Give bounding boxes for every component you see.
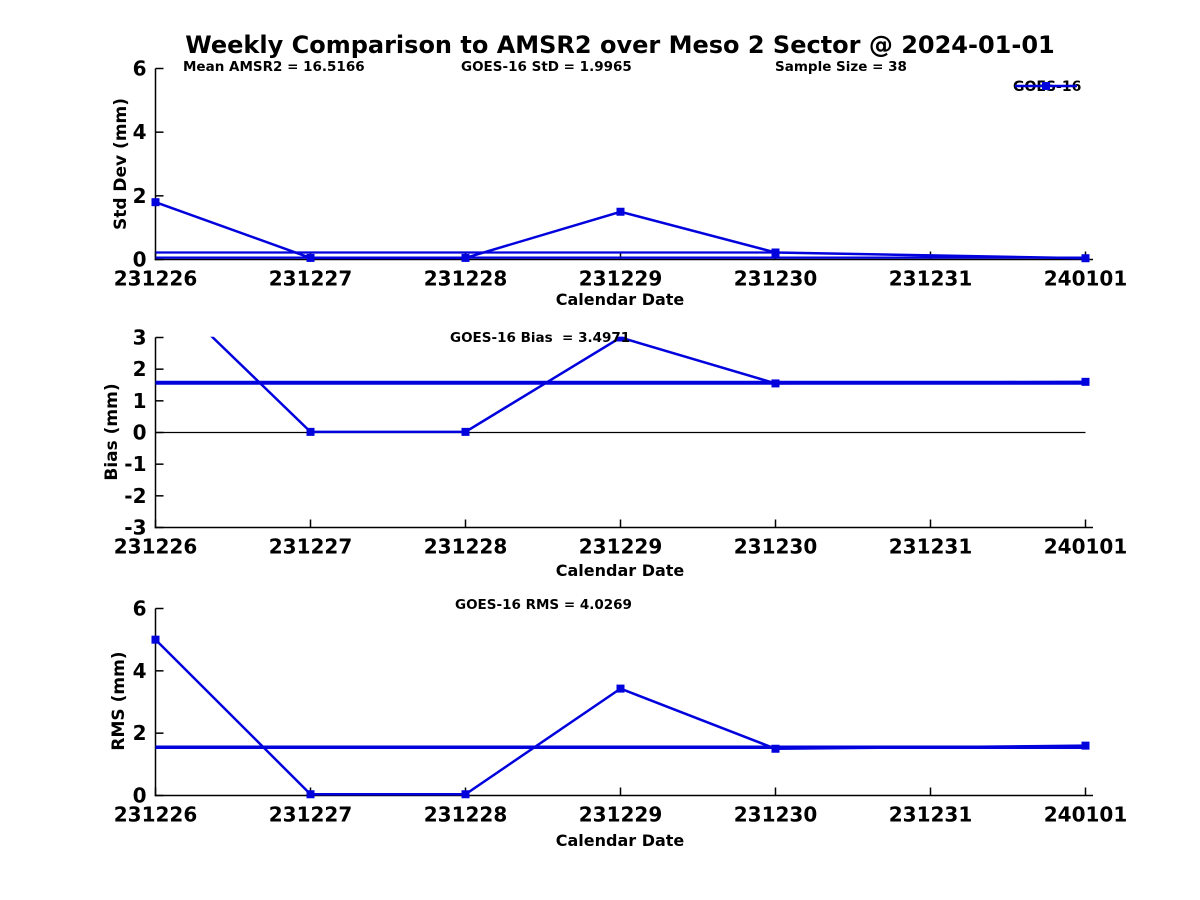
y-tick-label: 2 <box>133 721 147 745</box>
y-tick-label: 0 <box>133 784 147 808</box>
data-point-marker <box>771 248 780 257</box>
y-tick-label: 6 <box>133 597 147 621</box>
data-point-marker <box>771 744 780 753</box>
data-point-marker <box>1081 377 1090 386</box>
data-point-marker <box>306 427 315 436</box>
data-point-marker <box>461 253 470 262</box>
y-tick-label: 0 <box>133 248 147 272</box>
x-tick-label: 240101 <box>1044 267 1128 291</box>
annotation-goes-bias: GOES-16 Bias = 3.4971 <box>450 330 631 346</box>
data-point-marker <box>151 635 160 644</box>
x-tick-label: 231229 <box>579 535 663 559</box>
y-tick-label: -3 <box>124 516 146 540</box>
y-tick-label: 3 <box>133 326 147 350</box>
y-tick-label: -2 <box>124 484 146 508</box>
x-tick-label: 240101 <box>1044 535 1128 559</box>
x-tick-label: 231229 <box>579 267 663 291</box>
y-tick-label: 0 <box>133 421 147 445</box>
x-tick-label: 231228 <box>424 267 508 291</box>
x-tick-label: 231231 <box>889 803 973 827</box>
series-line <box>155 201 1086 260</box>
series-GOES-16 <box>151 635 1090 799</box>
y-tick-label: 1 <box>133 389 147 413</box>
bias-y-axis-label: Bias (mm) <box>102 383 122 481</box>
data-point-marker <box>616 684 625 693</box>
annotation-goes-rms: GOES-16 RMS = 4.0269 <box>455 597 632 613</box>
x-tick-label: 231226 <box>114 535 198 559</box>
data-point-marker <box>1081 254 1090 263</box>
y-tick-label: 2 <box>133 184 147 208</box>
x-tick-label: 231231 <box>889 535 973 559</box>
series-line <box>154 638 1086 796</box>
rms-x-axis-label: Calendar Date <box>555 831 685 850</box>
data-point-marker <box>461 427 470 436</box>
x-tick-label: 231230 <box>734 535 818 559</box>
annotation-mean-amsr2: Mean AMSR2 = 16.5166 <box>183 59 365 75</box>
y-tick-label: 4 <box>133 659 147 683</box>
subplot-bias: -3 -2 -1 0 1 2 3 231226 231227 231228 231229 231230… <box>114 326 1128 559</box>
x-tick-label: 231231 <box>889 267 973 291</box>
rms-y-axis-label: RMS (mm) <box>109 651 129 751</box>
x-tick-label: 231230 <box>734 803 818 827</box>
series-GOES-16 <box>151 198 1090 263</box>
y-tick-label: 4 <box>133 120 147 144</box>
x-tick-label: 231228 <box>424 535 508 559</box>
annotation-goes-std: GOES-16 StD = 1.9965 <box>461 59 632 75</box>
stddev-y-axis-label: Std Dev (mm) <box>111 97 131 231</box>
series-line <box>210 336 1086 434</box>
x-tick-label: 240101 <box>1044 803 1128 827</box>
legend-line-sample <box>1015 82 1077 90</box>
y-tick-label: 6 <box>133 57 147 81</box>
x-tick-label: 231229 <box>579 803 663 827</box>
figure-title: Weekly Comparison to AMSR2 over Meso 2 S… <box>185 31 1055 59</box>
y-tick-label: 2 <box>133 357 147 381</box>
data-point-marker <box>151 198 160 207</box>
bias-x-axis-label: Calendar Date <box>555 561 685 580</box>
annotation-sample-size: Sample Size = 38 <box>775 59 907 75</box>
x-tick-label: 231226 <box>114 267 198 291</box>
data-point-marker <box>616 336 625 342</box>
data-point-marker <box>771 379 780 388</box>
data-point-marker <box>1081 741 1090 750</box>
series-GOES-16 <box>210 336 1090 436</box>
legend: GOES-16 <box>1013 79 1081 95</box>
data-point-marker <box>616 207 625 216</box>
x-tick-label: 231227 <box>269 803 353 827</box>
x-tick-label: 231226 <box>114 803 198 827</box>
x-tick-label: 231227 <box>269 267 353 291</box>
data-point-marker <box>306 790 315 799</box>
stddev-x-axis-label: Calendar Date <box>555 290 685 309</box>
x-tick-label: 231230 <box>734 267 818 291</box>
subplot-stddev: 0 2 4 6 231226 231227 231228 231229 231230 231231… <box>114 57 1128 291</box>
subplot-rms: 0 2 4 6 231226 231227 231228 231229 231230 231231… <box>114 597 1128 827</box>
data-point-marker <box>461 790 470 799</box>
x-tick-label: 231228 <box>424 803 508 827</box>
x-tick-label: 231227 <box>269 535 353 559</box>
y-tick-label: -1 <box>124 452 146 476</box>
data-point-marker <box>306 253 315 262</box>
legend-square-marker-icon <box>1042 82 1050 90</box>
